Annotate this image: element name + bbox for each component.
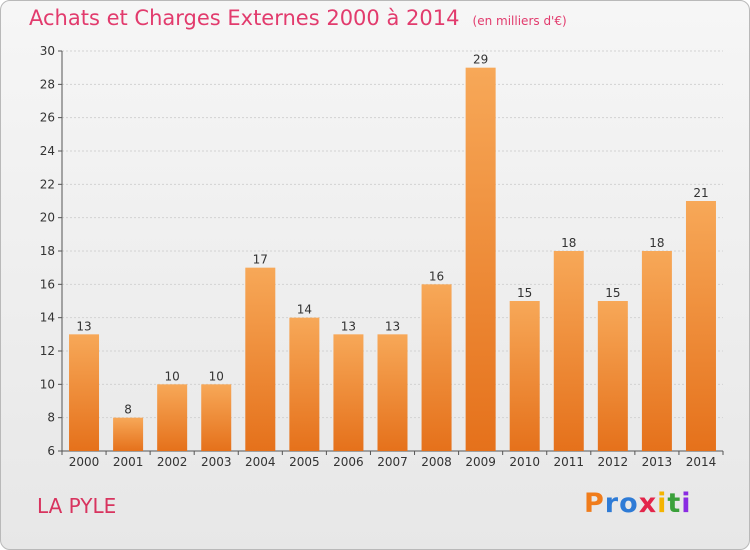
y-tick-label: 18: [40, 244, 55, 258]
bar-2008: [421, 284, 452, 451]
x-tick-label-2003: 2003: [201, 455, 232, 469]
data-label-2001: 8: [124, 403, 132, 417]
chart-title-text: Achats et Charges Externes 2000 à 2014: [29, 6, 460, 30]
y-tick-label: 24: [40, 144, 55, 158]
data-label-2005: 14: [297, 303, 312, 317]
y-tick-label: 22: [40, 177, 55, 191]
y-tick-label: 26: [40, 111, 55, 125]
chart-title: Achats et Charges Externes 2000 à 2014 (…: [29, 6, 567, 30]
data-label-2006: 13: [341, 319, 356, 333]
y-tick-label: 6: [47, 444, 55, 458]
data-label-2002: 10: [165, 369, 180, 383]
y-tick-label: 28: [40, 77, 55, 91]
x-tick-label-2010: 2010: [509, 455, 540, 469]
x-tick-label-2014: 2014: [686, 455, 717, 469]
data-label-2010: 15: [517, 286, 532, 300]
logo-letter: r: [604, 488, 620, 519]
x-tick-label-2004: 2004: [245, 455, 276, 469]
bar-2003: [201, 384, 232, 451]
data-label-2000: 13: [76, 319, 91, 333]
x-tick-label-2012: 2012: [598, 455, 629, 469]
logo-letter: P: [584, 488, 605, 519]
y-tick-label: 10: [40, 377, 55, 391]
place-name: LA PYLE: [37, 494, 117, 518]
bar-2007: [377, 334, 408, 451]
bar-2010: [509, 301, 540, 451]
data-label-2007: 13: [385, 319, 400, 333]
y-tick-label: 12: [40, 344, 55, 358]
data-label-2014: 21: [693, 186, 708, 200]
y-tick-label: 20: [40, 211, 55, 225]
x-tick-label-2009: 2009: [465, 455, 496, 469]
bar-2013: [641, 251, 672, 451]
logo-letter: x: [638, 488, 658, 519]
chart-unit-note: (en milliers d'€): [472, 14, 567, 28]
x-tick-label-2000: 2000: [69, 455, 100, 469]
data-label-2012: 15: [605, 286, 620, 300]
y-tick-label: 16: [40, 277, 55, 291]
bars: [69, 67, 716, 452]
y-tick-label: 14: [40, 311, 55, 325]
x-tick-label-2011: 2011: [553, 455, 584, 469]
x-tick-label-2008: 2008: [421, 455, 452, 469]
bar-2001: [113, 417, 144, 451]
x-tick-label-2013: 2013: [642, 455, 673, 469]
data-label-2008: 16: [429, 269, 444, 283]
bar-2000: [69, 334, 100, 451]
bar-2006: [333, 334, 364, 451]
x-tick-label-2007: 2007: [377, 455, 408, 469]
logo-letter: i: [657, 488, 668, 519]
data-label-2013: 18: [649, 236, 664, 250]
bar-2009: [465, 67, 496, 452]
bar-2011: [553, 251, 584, 451]
logo-letter: i: [681, 488, 692, 519]
bar-2002: [157, 384, 188, 451]
x-tick-label-2001: 2001: [113, 455, 144, 469]
logo-letter: o: [619, 488, 639, 519]
data-label-2011: 18: [561, 236, 576, 250]
x-tick-label-2006: 2006: [333, 455, 364, 469]
data-label-2004: 17: [253, 253, 268, 267]
labels: 13 2000 8 2001 10 2002 10 2003 17 2004 14 2005 13 200…: [69, 53, 716, 469]
x-tick-label-2002: 2002: [157, 455, 188, 469]
bar-2005: [289, 317, 320, 451]
data-label-2009: 29: [473, 53, 488, 67]
data-label-2003: 10: [209, 369, 224, 383]
bar-2012: [597, 301, 628, 451]
logo-letter: t: [667, 488, 682, 519]
x-tick-label-2005: 2005: [289, 455, 320, 469]
bar-2004: [245, 267, 276, 451]
y-tick-label: 8: [47, 411, 55, 425]
proxiti-logo[interactable]: Proxiti: [584, 488, 692, 519]
y-tick-label: 30: [40, 44, 55, 58]
bar-2014: [685, 201, 716, 451]
